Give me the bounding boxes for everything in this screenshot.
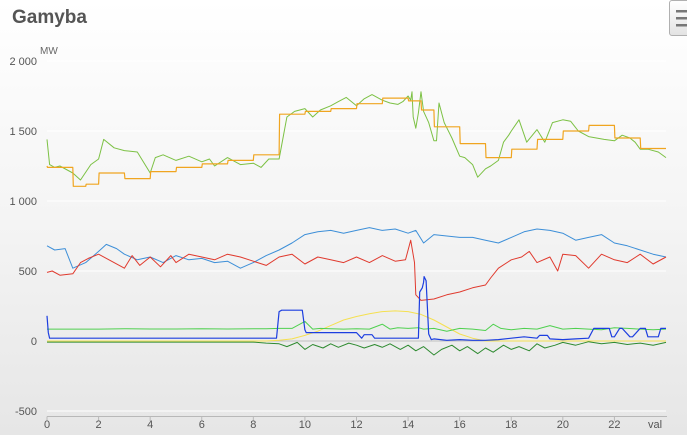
x-tick-label: 20: [557, 419, 569, 431]
series-line-8: [46, 276, 666, 341]
series-line-5: [47, 310, 666, 342]
y-tick-label: -500: [15, 406, 37, 418]
grid-lines: [47, 60, 666, 412]
x-tick-label: 14: [402, 419, 414, 431]
y-tick-label: 0: [31, 336, 37, 348]
x-tick-label: 4: [147, 419, 153, 431]
x-tick-label: 12: [350, 419, 362, 431]
chart-title: Gamyba: [12, 7, 87, 28]
x-tick-label: 18: [505, 419, 517, 431]
series-line-6: [47, 341, 667, 356]
series-line-3: [46, 227, 667, 269]
series-line-7: [47, 320, 667, 332]
x-tick-label: 10: [299, 419, 311, 431]
x-tick-label: 22: [608, 419, 620, 431]
hamburger-menu-icon: [676, 10, 687, 27]
series-line-2: [46, 97, 666, 187]
y-axis-title: MW: [40, 46, 58, 57]
series-line-4: [46, 239, 667, 301]
x-tick-label: 8: [250, 419, 256, 431]
y-tick-label: 1 500: [9, 126, 37, 138]
x-tick-label: 0: [44, 419, 50, 431]
series-line-1: [46, 91, 667, 181]
x-axis-title: val: [648, 419, 662, 431]
x-tick-label: 2: [96, 419, 102, 431]
x-tick-label: 16: [454, 419, 466, 431]
series-lines: [46, 91, 667, 356]
y-tick-label: 2 000: [9, 56, 37, 68]
x-tick-label: 6: [199, 419, 205, 431]
y-tick-label: 1 000: [9, 196, 37, 208]
axes: [46, 416, 667, 421]
y-tick-label: 500: [19, 266, 37, 278]
axis-labels: -500 0 500 1 000 1 500 2 000 0 2 4 6 8 10 12 14 16 18 20…: [9, 46, 662, 431]
chart-menu-button[interactable]: [669, 0, 687, 36]
